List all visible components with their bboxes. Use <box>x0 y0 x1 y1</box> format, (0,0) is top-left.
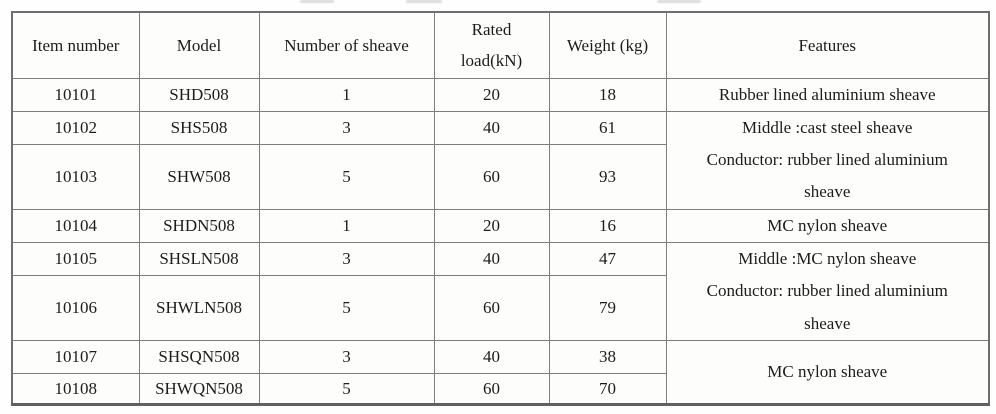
cell-item-number: 10108 <box>11 373 140 406</box>
cell-item-number: 10105 <box>11 242 140 277</box>
table-row: 10104 SHDN508 1 20 16 MC nylon sheave <box>11 208 990 244</box>
table-row: 10102 SHS508 3 40 61 Middle :cast steel … <box>11 110 990 210</box>
table-row: 10106 SHWLN508 5 60 79 <box>11 275 989 342</box>
column-header-weight: Weight (kg) <box>548 11 667 79</box>
column-header-model: Model <box>138 11 260 79</box>
features-line: Middle :cast steel sheave <box>742 117 913 137</box>
cell-weight: 61 <box>548 110 667 145</box>
cell-features: Rubber lined aluminium sheave <box>665 77 990 112</box>
cell-number-of-sheave: 1 <box>258 208 435 244</box>
column-header-item-number: Item number <box>11 11 140 79</box>
cell-item-number: 10104 <box>11 208 140 244</box>
cell-weight: 93 <box>548 143 667 210</box>
table-row: 10107 SHSQN508 3 40 38 MC nylon sheave <box>11 340 990 406</box>
cell-rated-load: 40 <box>433 340 550 375</box>
cropped-text-remnant <box>657 0 701 3</box>
cell-model: SHSQN508 <box>138 340 260 375</box>
cell-number-of-sheave: 3 <box>258 110 435 145</box>
cell-features: MC nylon sheave <box>665 208 990 244</box>
cell-model: SHWQN508 <box>138 373 260 406</box>
cell-rated-load: 20 <box>433 77 550 112</box>
cell-model: SHS508 <box>138 110 260 145</box>
cell-number-of-sheave: 3 <box>258 242 435 277</box>
cell-model: SHDN508 <box>138 208 260 244</box>
table-row: 10101 SHD508 1 20 18 Rubber lined alumin… <box>11 77 990 112</box>
cell-model: SHD508 <box>138 77 260 112</box>
table-row: 10108 SHWQN508 5 60 70 <box>11 373 989 406</box>
column-header-rated-load: Rated load(kN) <box>433 11 550 79</box>
cell-features-merged: Middle :cast steel sheave Conductor: rub… <box>665 110 990 210</box>
cell-model: SHSLN508 <box>138 242 260 277</box>
cell-item-number: 10106 <box>11 275 140 342</box>
column-header-number-of-sheave: Number of sheave <box>258 11 435 79</box>
cell-rated-load: 60 <box>433 373 550 406</box>
cell-item-number: 10107 <box>11 340 140 375</box>
cell-model: SHWLN508 <box>138 275 260 342</box>
cropped-text-remnant <box>300 0 334 3</box>
cell-weight: 79 <box>548 275 667 342</box>
cell-number-of-sheave: 5 <box>258 275 435 342</box>
cell-features-merged: Middle :MC nylon sheave Conductor: rubbe… <box>665 242 990 342</box>
cell-item-number: 10102 <box>11 110 140 145</box>
cell-rated-load: 40 <box>433 110 550 145</box>
cell-model: SHW508 <box>138 143 260 210</box>
features-line: Conductor: rubber lined aluminium sheave <box>706 150 948 202</box>
cell-weight: 47 <box>548 242 667 277</box>
cell-features-merged: MC nylon sheave <box>665 340 990 406</box>
cell-number-of-sheave: 5 <box>258 373 435 406</box>
cell-weight: 70 <box>548 373 667 406</box>
cell-weight: 16 <box>548 208 667 244</box>
cell-rated-load: 60 <box>433 275 550 342</box>
cell-item-number: 10103 <box>11 143 140 210</box>
cell-number-of-sheave: 3 <box>258 340 435 375</box>
table-row: 10103 SHW508 5 60 93 <box>11 143 989 210</box>
column-header-features: Features <box>665 11 990 79</box>
features-line: Conductor: rubber lined aluminium sheave <box>706 281 948 333</box>
product-spec-table: Item number Model Number of sheave Rated… <box>11 11 990 407</box>
table-row: 10105 SHSLN508 3 40 47 Middle :MC nylon … <box>11 242 990 342</box>
cell-weight: 18 <box>548 77 667 112</box>
cell-rated-load: 60 <box>433 143 550 210</box>
features-line: Middle :MC nylon sheave <box>738 249 917 269</box>
cell-item-number: 10101 <box>11 77 140 112</box>
cell-rated-load: 20 <box>433 208 550 244</box>
cropped-text-remnant <box>406 0 442 3</box>
cell-number-of-sheave: 1 <box>258 77 435 112</box>
cell-weight: 38 <box>548 340 667 375</box>
header-row: Item number Model Number of sheave Rated… <box>11 11 990 79</box>
cell-number-of-sheave: 5 <box>258 143 435 210</box>
cell-rated-load: 40 <box>433 242 550 277</box>
